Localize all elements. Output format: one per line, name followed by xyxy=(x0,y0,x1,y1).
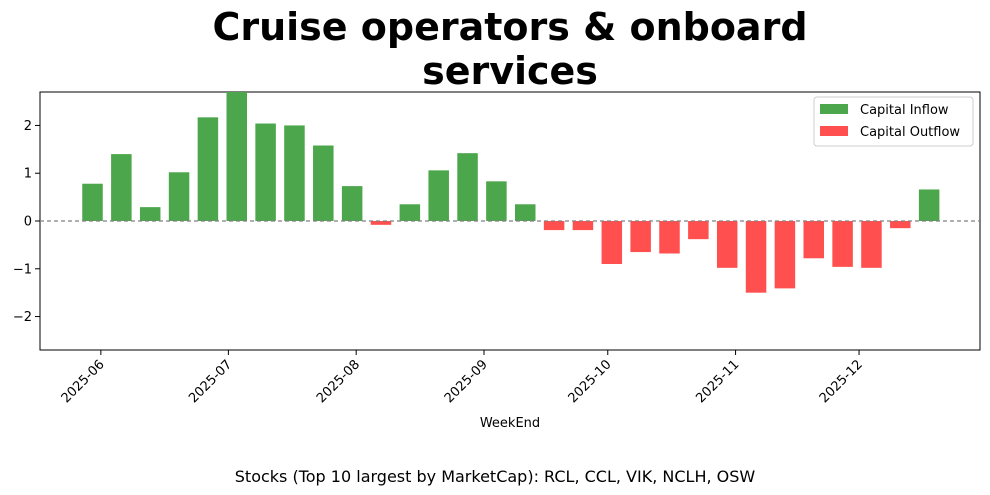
bar-W28 xyxy=(861,221,882,268)
bar-W7 xyxy=(255,123,276,221)
footnote: Stocks (Top 10 largest by MarketCap): RC… xyxy=(235,467,756,486)
x-tick-label: 2025-09 xyxy=(442,357,491,406)
bar-W21 xyxy=(659,221,680,254)
chart-title-line-2: services xyxy=(422,49,598,93)
bar-W3 xyxy=(139,207,161,221)
bar-W25 xyxy=(774,221,796,289)
x-tick-label: 2025-11 xyxy=(693,357,742,406)
bar-series xyxy=(82,92,940,293)
x-tick-label: 2025-06 xyxy=(59,357,108,406)
y-axis: −2 −1 0 1 2 xyxy=(13,119,40,325)
y-tick-label: 2 xyxy=(24,119,32,134)
y-tick-label: −1 xyxy=(13,262,32,277)
bar-W23 xyxy=(716,221,738,268)
bar-W10 xyxy=(341,186,363,221)
bar-W9 xyxy=(313,145,334,221)
bar-W27 xyxy=(832,221,853,267)
bar-W5 xyxy=(197,117,219,221)
legend-swatch-outflow xyxy=(820,126,848,136)
bar-W18 xyxy=(572,221,594,231)
bar-W17 xyxy=(543,221,565,231)
bar-W8 xyxy=(284,125,305,221)
y-tick-label: 0 xyxy=(24,215,32,230)
bar-W22 xyxy=(688,221,709,240)
bar-W14 xyxy=(457,153,478,221)
legend-frame xyxy=(813,96,974,147)
bar-W6 xyxy=(226,92,247,221)
legend-label-inflow: Capital Inflow xyxy=(860,103,949,118)
legend-swatch-inflow xyxy=(820,104,848,114)
x-tick-label: 2025-07 xyxy=(186,357,235,406)
bar-W4 xyxy=(168,172,190,221)
bar-W26 xyxy=(803,221,824,259)
bar-W15 xyxy=(486,181,507,221)
bar-W20 xyxy=(630,221,651,253)
bar-W24 xyxy=(745,221,767,293)
bar-W13 xyxy=(428,170,449,221)
x-tick-label: 2025-08 xyxy=(314,357,363,406)
y-tick-label: −2 xyxy=(13,310,32,325)
bar-W2 xyxy=(111,154,132,221)
bar-W11 xyxy=(370,221,392,225)
bar-W29 xyxy=(890,221,911,229)
bar-W1 xyxy=(82,183,103,221)
chart-title-line-1: Cruise operators & onboard xyxy=(212,5,807,49)
bar-W30 xyxy=(918,189,940,221)
x-tick-label: 2025-10 xyxy=(566,357,615,406)
bar-W19 xyxy=(601,221,623,264)
legend: Capital Inflow Capital Outflow xyxy=(813,96,974,147)
x-axis: 2025-06 2025-07 2025-08 2025-09 2025-10 2025-… xyxy=(59,350,866,406)
bar-W16 xyxy=(515,204,536,221)
legend-label-outflow: Capital Outflow xyxy=(860,125,960,140)
x-axis-label: WeekEnd xyxy=(480,416,540,431)
y-tick-label: 1 xyxy=(24,167,32,182)
x-tick-label: 2025-12 xyxy=(817,357,866,406)
bar-W12 xyxy=(399,204,421,221)
